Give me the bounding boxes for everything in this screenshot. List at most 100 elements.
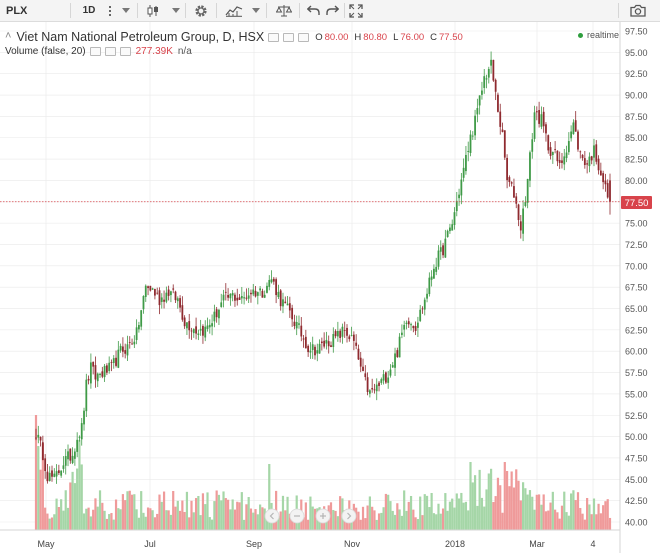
candle-body <box>380 379 383 383</box>
remove-square-icon[interactable] <box>298 32 310 42</box>
volume-bar <box>185 491 189 530</box>
candle-body <box>449 227 451 232</box>
y-tick-label: 80.00 <box>625 176 648 186</box>
volume-bar <box>133 494 136 530</box>
candle-body <box>343 330 346 331</box>
volume-bar <box>380 512 383 530</box>
collapse-chevron-icon[interactable]: ˄ <box>5 30 12 42</box>
candle-body <box>122 346 124 352</box>
candle-body <box>442 245 444 256</box>
realtime-label: realtime <box>587 30 620 40</box>
candle-body <box>503 130 506 158</box>
volume-bar <box>540 504 543 530</box>
volume-bar <box>146 507 150 530</box>
scroll-right-icon[interactable] <box>341 508 357 524</box>
y-tick-label: 60.00 <box>625 347 648 357</box>
undo-icon[interactable] <box>305 0 321 21</box>
visibility-toggle-icon[interactable] <box>89 47 101 56</box>
candle-body <box>138 325 140 330</box>
candle-body <box>581 154 584 159</box>
candle-body <box>199 328 202 331</box>
dropdown-caret-icon[interactable] <box>250 0 262 21</box>
indicators-icon[interactable] <box>224 0 244 21</box>
candle-body <box>60 470 63 476</box>
volume-bar <box>579 507 582 530</box>
y-tick-label: 57.50 <box>625 368 648 378</box>
volume-bar <box>80 464 83 530</box>
zoom-in-icon[interactable] <box>315 508 331 524</box>
volume-bar <box>551 491 554 530</box>
volume-bar <box>407 501 410 530</box>
settings-square-icon[interactable] <box>283 32 295 42</box>
candle-body <box>606 183 609 198</box>
volume-bar <box>73 483 76 530</box>
volume-bar <box>375 519 378 530</box>
candle-body <box>124 350 127 354</box>
y-tick-label: 82.50 <box>625 155 648 165</box>
candle-body <box>245 297 248 299</box>
volume-bar <box>112 519 115 530</box>
volume-bar <box>162 491 166 530</box>
price-axis[interactable]: 97.50 95.00 92.50 90.00 87.50 85.00 82.50 80.00… <box>619 22 648 553</box>
camera-icon[interactable] <box>628 0 648 21</box>
compare-scale-icon[interactable] <box>274 0 294 21</box>
redo-icon[interactable] <box>324 0 340 21</box>
candle-body <box>218 309 220 319</box>
gear-icon[interactable] <box>192 0 210 21</box>
candle-body <box>105 365 108 373</box>
y-tick-label: 52.50 <box>625 411 648 421</box>
interval-button[interactable]: 1D <box>82 5 96 16</box>
fullscreen-icon[interactable] <box>347 0 365 21</box>
volume-bar <box>233 509 237 530</box>
more-vertical-icon[interactable] <box>104 0 116 21</box>
volume-bar <box>160 501 163 530</box>
chart-pane[interactable]: 97.50 95.00 92.50 90.00 87.50 85.00 82.50 80.00… <box>0 22 660 553</box>
volume-bar <box>361 506 365 530</box>
volume-bar <box>494 496 497 530</box>
candle-body <box>73 451 76 459</box>
settings-square-icon[interactable] <box>104 47 116 56</box>
volume-bar <box>329 502 333 530</box>
remove-square-icon[interactable] <box>119 47 131 56</box>
candle-body <box>39 436 42 441</box>
volume-bar <box>586 497 589 530</box>
candle-body <box>325 339 328 344</box>
volume-bar <box>55 498 58 530</box>
volume-bar <box>574 500 577 530</box>
chart-toolbar: PLX 1D <box>0 0 660 22</box>
candle-body <box>400 332 403 335</box>
volume-bar <box>510 471 513 530</box>
candles-icon[interactable] <box>144 0 162 21</box>
volume-bar <box>570 493 573 530</box>
zoom-out-icon[interactable] <box>289 508 305 524</box>
visibility-toggle-icon[interactable] <box>268 32 280 42</box>
volume-bar <box>149 508 152 530</box>
candle-body <box>300 325 303 337</box>
dropdown-caret-icon[interactable] <box>120 0 132 21</box>
candle-body <box>547 135 550 151</box>
candle-body <box>465 154 467 172</box>
candle-body <box>336 330 339 337</box>
candle-body <box>222 294 225 301</box>
dropdown-caret-icon[interactable] <box>170 0 182 21</box>
volume-bar <box>416 519 420 530</box>
symbol-search[interactable]: PLX <box>6 4 28 17</box>
volume-bar <box>240 492 243 530</box>
low-key: L <box>393 31 399 43</box>
candle-body <box>542 111 545 127</box>
candle-body <box>458 194 460 199</box>
candle-body <box>538 110 541 124</box>
volume-bar <box>606 499 609 530</box>
volume-bar <box>174 506 177 530</box>
volume-bar <box>222 491 225 530</box>
volume-bar <box>85 508 88 530</box>
candle-body <box>478 95 481 106</box>
candle-body <box>181 305 184 320</box>
high-value: 80.80 <box>363 31 388 43</box>
candle-body <box>524 202 527 206</box>
scroll-left-icon[interactable] <box>264 508 280 524</box>
time-axis[interactable]: May Jul Sep Nov 2018 Mar 4 <box>0 529 620 549</box>
candle-body <box>497 94 499 112</box>
volume-bar <box>448 501 452 530</box>
y-tick-label: 95.00 <box>625 48 648 58</box>
